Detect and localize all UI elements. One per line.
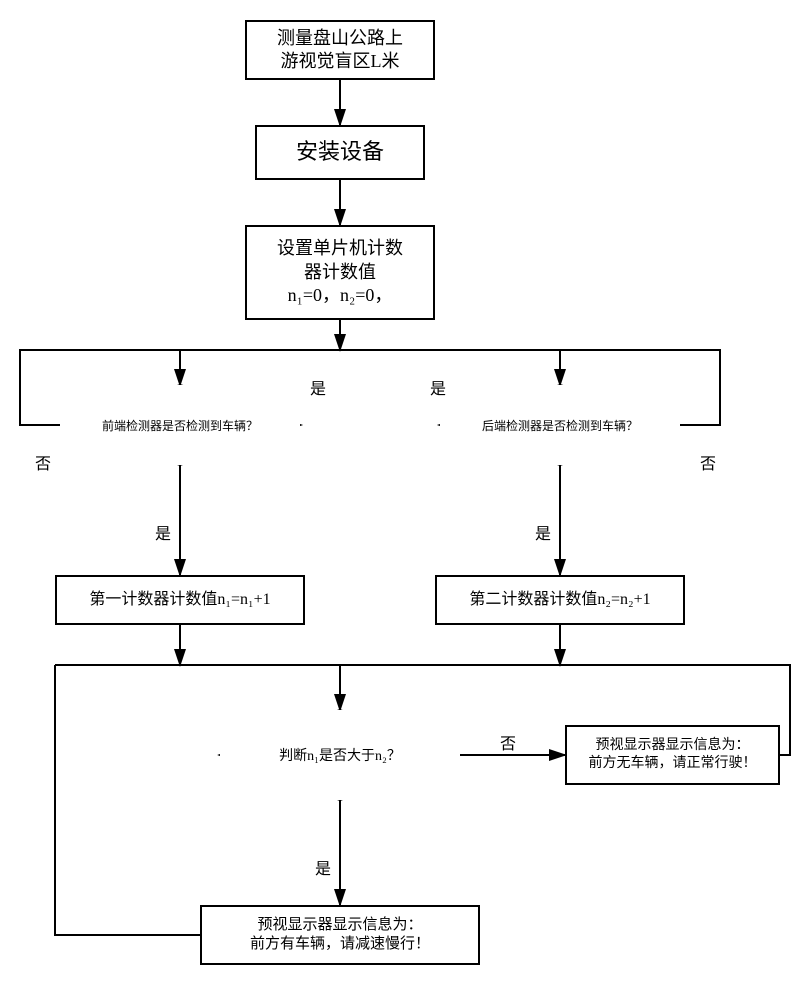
edge-label: 是 [155, 520, 171, 544]
edge-label: 是 [315, 855, 331, 879]
edge-label: 否 [500, 730, 516, 754]
node-label: 安装设备 [296, 138, 384, 167]
node-counter1-increment: 第一计数器计数值n₁=n₁+1 [55, 575, 305, 625]
edge-label: 是 [535, 520, 551, 544]
node-init-counters: 设置单片机计数器计数值n₁=0，n₂=0， [245, 225, 435, 320]
decision-front-detector: 前端检测器是否检测到车辆？ [60, 385, 300, 465]
node-display-vehicle-ahead: 预视显示器显示信息为：前方有车辆，请减速慢行！ [200, 905, 480, 965]
edge-label: 否 [35, 450, 51, 474]
decision-label: 后端检测器是否检测到车辆？ [440, 385, 680, 465]
node-label: 预视显示器显示信息为：前方有车辆，请减速慢行！ [250, 916, 430, 955]
node-counter2-increment: 第二计数器计数值n₂=n₂+1 [435, 575, 685, 625]
node-install-equipment: 安装设备 [255, 125, 425, 180]
edge-label: 是 [310, 375, 326, 399]
edge-label: 否 [700, 450, 716, 474]
node-label: 设置单片机计数器计数值n₁=0，n₂=0， [277, 237, 403, 307]
decision-compare-n1-n2: 判断n₁是否大于n₂？ [220, 710, 460, 800]
node-measure-blind-zone: 测量盘山公路上游视觉盲区L米 [245, 20, 435, 80]
decision-rear-detector: 后端检测器是否检测到车辆？ [440, 385, 680, 465]
decision-label: 前端检测器是否检测到车辆？ [60, 385, 300, 465]
node-label: 测量盘山公路上游视觉盲区L米 [277, 27, 403, 74]
node-label: 第二计数器计数值n₂=n₂+1 [469, 590, 650, 611]
edge-label: 是 [430, 375, 446, 399]
node-label: 预视显示器显示信息为：前方无车辆，请正常行驶！ [589, 737, 757, 773]
node-display-no-vehicle: 预视显示器显示信息为：前方无车辆，请正常行驶！ [565, 725, 780, 785]
decision-label: 判断n₁是否大于n₂？ [220, 710, 460, 800]
node-label: 第一计数器计数值n₁=n₁+1 [89, 590, 270, 611]
